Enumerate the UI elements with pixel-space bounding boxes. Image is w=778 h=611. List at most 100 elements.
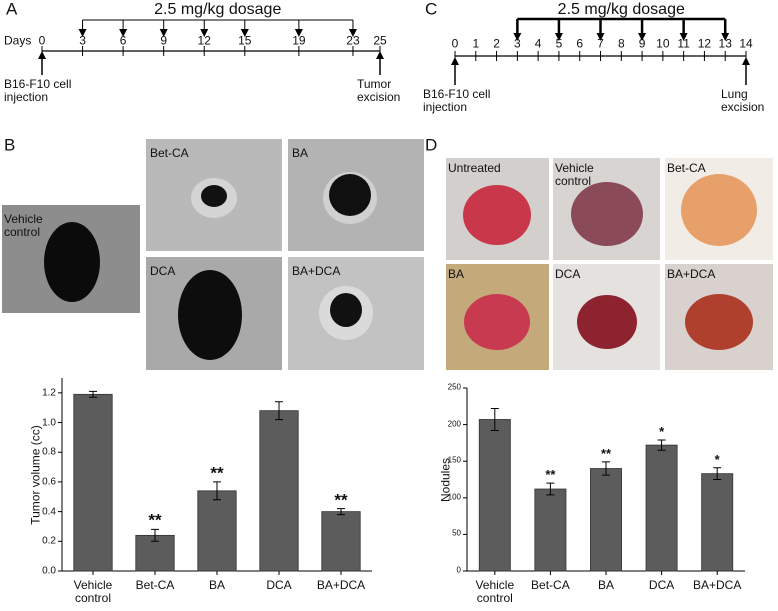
bar xyxy=(534,488,567,572)
lung xyxy=(571,182,643,246)
y-tick-label: 250 xyxy=(447,382,461,392)
day-label: 3 xyxy=(514,36,521,51)
tumor xyxy=(329,174,371,216)
bar xyxy=(321,511,361,572)
tumor xyxy=(178,270,242,360)
photo-label: Bet-CA xyxy=(150,146,189,160)
bar xyxy=(197,490,237,572)
x-tick-label: Bet-CA xyxy=(135,578,175,592)
significance-mark: ** xyxy=(545,467,556,483)
photo-label: Vehicle control xyxy=(555,161,594,189)
error-bar xyxy=(89,390,97,398)
photo-label: BA+DCA xyxy=(667,267,716,281)
start-label: B16-F10 cell injection xyxy=(423,87,491,115)
tumor xyxy=(330,293,362,327)
photo-label: Vehicle control xyxy=(4,212,43,240)
photo-label: DCA xyxy=(555,267,581,281)
error-bar xyxy=(657,439,666,451)
x-tick-label: DCA xyxy=(648,578,675,592)
x-tick-label: Bet-CA xyxy=(531,578,570,592)
photo-label: Untreated xyxy=(448,161,501,175)
y-tick-label: 1.2 xyxy=(42,387,56,399)
y-tick-label: 1.0 xyxy=(42,417,56,429)
day-label: 0 xyxy=(38,33,46,48)
tumor-photos xyxy=(2,139,424,370)
y-tick-label: 0.4 xyxy=(42,506,56,518)
error-bar xyxy=(275,401,283,421)
end-label: Lung excision xyxy=(721,87,765,115)
error-bar xyxy=(602,461,610,476)
x-tick-label: BA xyxy=(597,578,614,592)
tumor xyxy=(201,185,227,207)
end-label: Tumor excision xyxy=(357,77,401,105)
bar xyxy=(645,444,678,572)
bar xyxy=(259,410,299,572)
day-label: 6 xyxy=(576,36,584,51)
y-axis-label: Tumor volume (cc) xyxy=(28,424,43,525)
y-tick-label: 150 xyxy=(447,455,461,465)
significance-mark: * xyxy=(659,423,665,439)
significance-mark: ** xyxy=(600,445,612,461)
error-bar xyxy=(713,467,722,480)
bar xyxy=(590,468,622,572)
start-label: B16-F10 cell injection xyxy=(4,77,72,105)
photo-label: DCA xyxy=(150,264,176,278)
day-label: 25 xyxy=(373,33,387,48)
y-tick-label: 0.8 xyxy=(42,446,56,458)
error-bar xyxy=(490,407,499,431)
error-bar xyxy=(213,481,221,501)
x-tick-label: BA+DCA xyxy=(693,578,742,592)
x-tick-label: DCA xyxy=(266,578,292,592)
day-label: 13 xyxy=(718,36,732,51)
panel-letter: D xyxy=(425,135,438,155)
y-tick-label: 200 xyxy=(447,419,461,429)
panel-letter: B xyxy=(4,135,16,155)
y-tick-label: 0.0 xyxy=(42,565,56,577)
y-tick-label: 0 xyxy=(456,565,461,575)
bar xyxy=(701,473,734,572)
significance-mark: ** xyxy=(148,511,162,531)
panel-letter: C xyxy=(425,0,438,19)
tumor xyxy=(44,222,100,302)
day-label: 12 xyxy=(697,36,712,51)
day-label: 4 xyxy=(534,36,542,51)
day-label: 15 xyxy=(238,33,252,48)
bar xyxy=(478,419,511,572)
x-tick-label: Vehicle control xyxy=(73,578,113,606)
photo-label: Bet-CA xyxy=(667,161,706,175)
y-tick-label: 50 xyxy=(452,528,461,538)
error-bar xyxy=(151,528,159,542)
photo-label: BA xyxy=(448,267,465,281)
day-label: 2 xyxy=(493,36,500,51)
y-tick-label: 0.2 xyxy=(42,535,56,547)
day-label: 1 xyxy=(472,36,480,51)
day-label: 9 xyxy=(160,33,168,48)
day-label: 5 xyxy=(555,36,563,51)
day-label: 7 xyxy=(597,36,604,51)
significance-mark: * xyxy=(714,451,720,467)
x-tick-label: BA+DCA xyxy=(316,578,366,592)
lung-photos xyxy=(446,158,773,370)
lung xyxy=(577,295,637,349)
axis-label: Days xyxy=(4,33,32,48)
day-label: 11 xyxy=(677,36,690,51)
day-label: 6 xyxy=(119,33,127,48)
dosage-label: 2.5 mg/kg dosage xyxy=(557,1,685,19)
y-axis-label: Nodules xyxy=(438,457,453,502)
day-label: 14 xyxy=(739,36,753,51)
day-label: 0 xyxy=(451,36,459,51)
panel-letter: A xyxy=(6,0,18,19)
error-bar xyxy=(337,508,345,516)
dosage-label: 2.5 mg/kg dosage xyxy=(154,1,282,19)
day-label: 23 xyxy=(346,33,360,48)
day-label: 10 xyxy=(656,36,670,51)
error-bar xyxy=(546,482,555,496)
lung xyxy=(685,294,753,350)
lung xyxy=(463,185,531,245)
significance-mark: ** xyxy=(334,490,348,510)
photo-label: BA xyxy=(292,146,309,160)
photo-label: BA+DCA xyxy=(292,264,341,278)
day-label: 12 xyxy=(197,33,211,48)
